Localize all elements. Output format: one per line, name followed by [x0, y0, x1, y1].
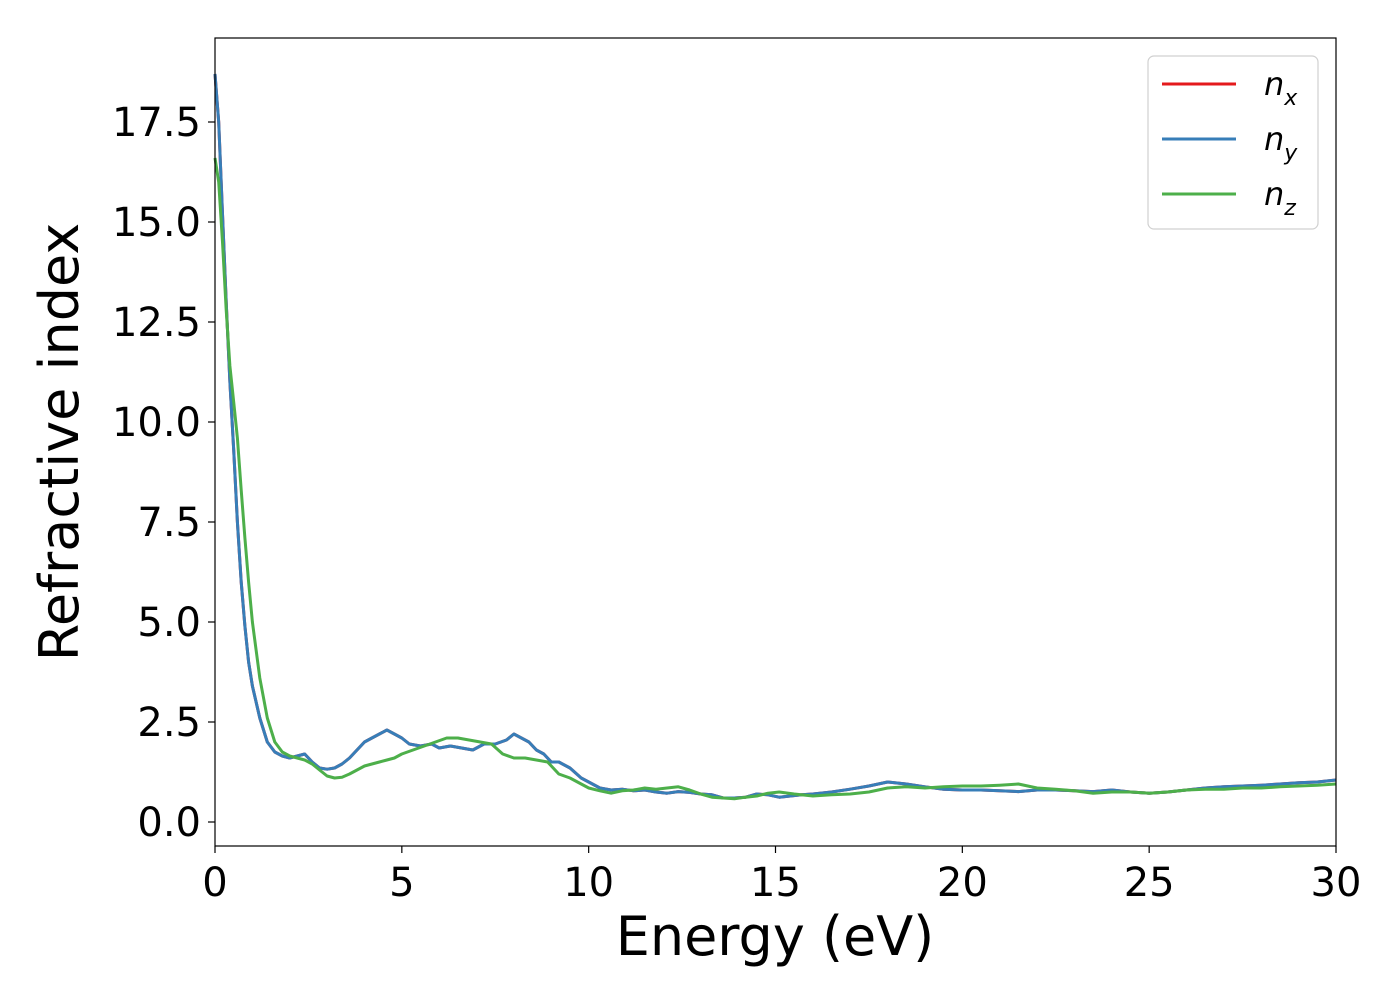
series-line-ny	[213, 73, 1337, 800]
y-tick-label: 12.5	[112, 300, 201, 346]
y-tick-label: 7.5	[137, 500, 201, 546]
x-tick-label: 25	[1124, 860, 1175, 906]
y-tick-label: 2.5	[137, 700, 201, 746]
y-axis-ticks: 0.0 2.5 5.0 7.5 10.0 12.5 15.0 17.5	[112, 100, 215, 846]
y-tick-label: 17.5	[112, 100, 201, 146]
x-tick-label: 15	[750, 860, 801, 906]
y-tick-label: 15.0	[112, 200, 201, 246]
x-tick-label: 5	[389, 860, 414, 906]
legend-label-ny: ny	[1264, 120, 1298, 166]
y-tick-label: 10.0	[112, 400, 201, 446]
legend: nx ny nz	[1147, 55, 1319, 230]
y-axis-title: Refractive index	[28, 223, 91, 662]
x-tick-label: 30	[1311, 860, 1362, 906]
x-axis-ticks: 0 5 10 15 20 25 30	[202, 846, 1361, 906]
x-tick-label: 0	[202, 860, 227, 906]
series-line-nz	[213, 157, 1337, 801]
x-tick-label: 10	[563, 860, 614, 906]
legend-box	[1147, 55, 1319, 230]
y-tick-label: 5.0	[137, 600, 201, 646]
x-tick-label: 20	[937, 860, 988, 906]
legend-label-nx: nx	[1264, 65, 1298, 111]
y-tick-label: 0.0	[137, 800, 201, 846]
x-axis-title: Energy (eV)	[616, 905, 935, 968]
legend-label-nz: nz	[1264, 175, 1296, 221]
series-layer	[213, 73, 1337, 801]
legend-items: nx ny nz	[1162, 65, 1298, 221]
